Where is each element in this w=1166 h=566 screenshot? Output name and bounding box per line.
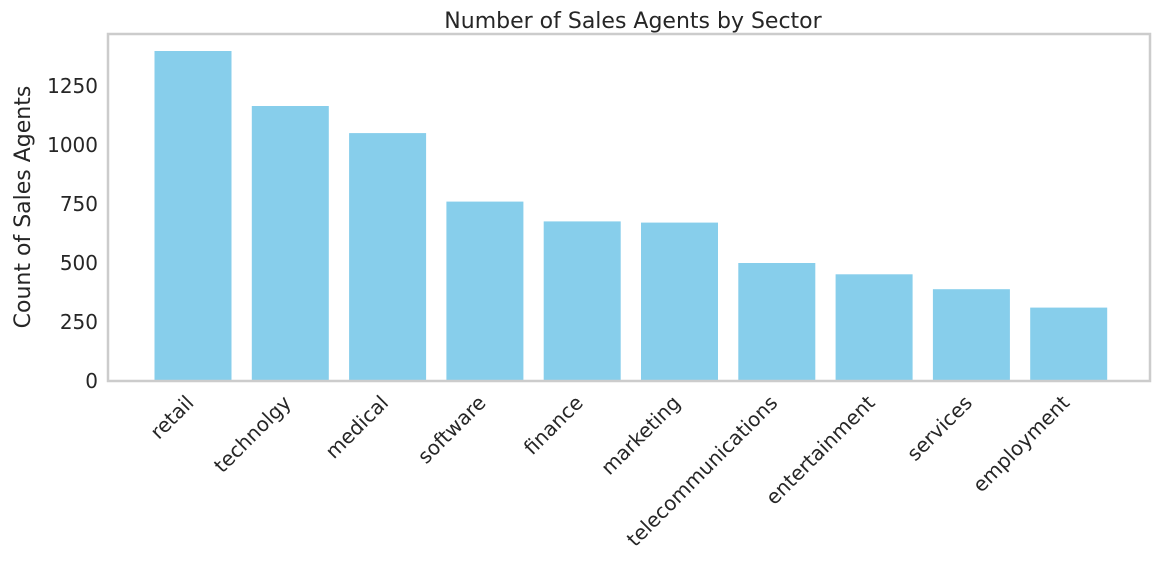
bar-finance: [543, 221, 621, 381]
y-tick-label: 500: [60, 251, 98, 275]
bar-services: [932, 289, 1010, 381]
bar-marketing: [641, 222, 718, 381]
bar-employment: [1030, 307, 1108, 381]
y-tick-label: 1000: [47, 133, 98, 157]
bars-group: [154, 51, 1108, 381]
bar-medical: [349, 133, 427, 381]
y-tick-labels: 0 250 500 750 1000 1250: [47, 74, 98, 393]
bar-software: [446, 201, 524, 381]
y-tick-label: 750: [60, 192, 98, 216]
y-tick-label: 250: [60, 310, 98, 334]
bar-entertainment: [835, 274, 913, 381]
y-tick-label: 1250: [47, 74, 98, 98]
bar-retail: [154, 51, 232, 381]
bar-telecommunications: [738, 263, 816, 381]
chart-title: Number of Sales Agents by Sector: [444, 9, 822, 34]
y-axis-title: Count of Sales Agents: [11, 86, 36, 329]
y-tick-label: 0: [85, 369, 98, 393]
bar-technolgy: [251, 106, 329, 381]
plot-frame: [106, 32, 1152, 383]
